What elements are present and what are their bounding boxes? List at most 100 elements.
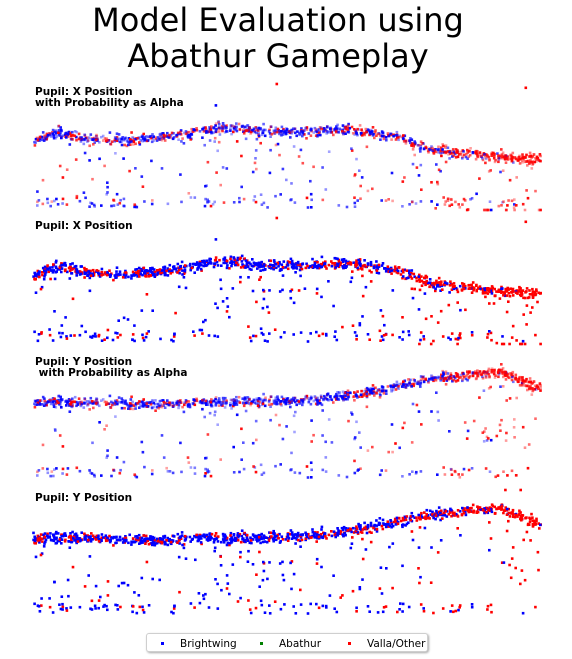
- data-point: [508, 178, 512, 182]
- data-point: [446, 197, 450, 201]
- data-point: [375, 528, 379, 531]
- data-point: [221, 396, 225, 400]
- data-point: [226, 264, 229, 267]
- data-point: [432, 376, 436, 379]
- data-point: [401, 316, 404, 319]
- data-point: [529, 517, 532, 521]
- data-point: [375, 271, 379, 274]
- data-point: [324, 535, 327, 538]
- data-point: [385, 138, 388, 142]
- data-point: [381, 131, 384, 134]
- data-point: [237, 122, 241, 126]
- data-point: [64, 400, 67, 403]
- data-point: [467, 371, 471, 374]
- data-point: [220, 128, 224, 131]
- data-point: [160, 405, 164, 409]
- data-point: [69, 401, 73, 404]
- data-point: [262, 537, 265, 540]
- data-point: [83, 276, 86, 279]
- data-point: [134, 404, 138, 408]
- data-point: [84, 196, 87, 200]
- data-point: [114, 603, 117, 607]
- data-point: [497, 507, 500, 510]
- data-point: [461, 155, 464, 158]
- data-point: [450, 514, 453, 518]
- data-point: [386, 265, 390, 268]
- data-point: [389, 519, 392, 522]
- data-point: [490, 338, 493, 342]
- data-point: [376, 267, 380, 270]
- data-point: [58, 133, 61, 136]
- data-point: [196, 539, 200, 543]
- data-point: [337, 398, 341, 401]
- legend: Brightwing Abathur Valla/Other: [146, 633, 428, 652]
- data-point: [506, 288, 509, 292]
- data-point: [332, 401, 335, 404]
- data-point: [274, 129, 278, 132]
- data-point: [115, 270, 118, 273]
- data-point: [233, 538, 236, 542]
- data-point: [335, 125, 338, 128]
- data-point: [72, 535, 76, 538]
- data-point: [352, 261, 355, 264]
- data-point: [285, 402, 289, 405]
- data-point: [136, 275, 139, 278]
- data-point: [495, 434, 499, 438]
- data-point: [336, 391, 339, 394]
- data-point: [101, 398, 105, 401]
- data-point: [172, 607, 176, 610]
- data-point: [516, 158, 520, 161]
- data-point: [404, 518, 408, 521]
- data-point: [515, 176, 518, 179]
- data-point: [160, 434, 164, 437]
- data-point: [493, 505, 496, 509]
- data-point: [335, 397, 339, 400]
- data-point: [222, 124, 225, 127]
- data-point: [202, 130, 206, 133]
- data-point: [521, 339, 525, 343]
- data-point: [448, 204, 451, 208]
- data-point: [518, 288, 521, 292]
- data-point: [333, 262, 337, 265]
- data-point: [388, 524, 392, 528]
- data-point: [117, 137, 120, 141]
- data-point: [49, 269, 53, 272]
- data-point: [53, 277, 57, 281]
- data-point: [482, 508, 485, 512]
- data-point: [467, 287, 471, 290]
- data-point: [115, 139, 119, 142]
- data-point: [353, 331, 357, 334]
- data-point: [200, 537, 203, 540]
- data-point: [45, 403, 48, 407]
- data-point: [269, 395, 273, 398]
- data-point: [197, 264, 200, 268]
- data-point: [423, 526, 427, 530]
- data-point: [163, 267, 166, 270]
- data-point: [381, 386, 385, 389]
- data-point: [276, 397, 280, 401]
- data-point: [129, 407, 132, 411]
- data-point: [309, 179, 312, 183]
- data-point: [475, 288, 478, 292]
- data-point: [181, 405, 184, 409]
- data-point: [136, 137, 139, 140]
- data-point: [236, 263, 240, 267]
- data-point: [116, 203, 120, 206]
- data-point: [152, 401, 155, 405]
- data-point: [324, 604, 328, 608]
- data-point: [167, 403, 171, 407]
- data-point: [154, 409, 157, 412]
- data-point: [339, 261, 343, 265]
- data-point: [169, 133, 173, 137]
- data-point: [448, 150, 451, 154]
- data-point: [219, 555, 222, 558]
- data-point: [324, 440, 327, 444]
- data-point: [395, 383, 399, 387]
- data-point: [169, 272, 172, 275]
- data-point: [232, 130, 235, 134]
- data-point: [61, 134, 64, 138]
- data-point: [153, 539, 157, 542]
- data-point: [528, 293, 532, 296]
- data-point: [215, 260, 219, 264]
- data-point: [157, 406, 161, 410]
